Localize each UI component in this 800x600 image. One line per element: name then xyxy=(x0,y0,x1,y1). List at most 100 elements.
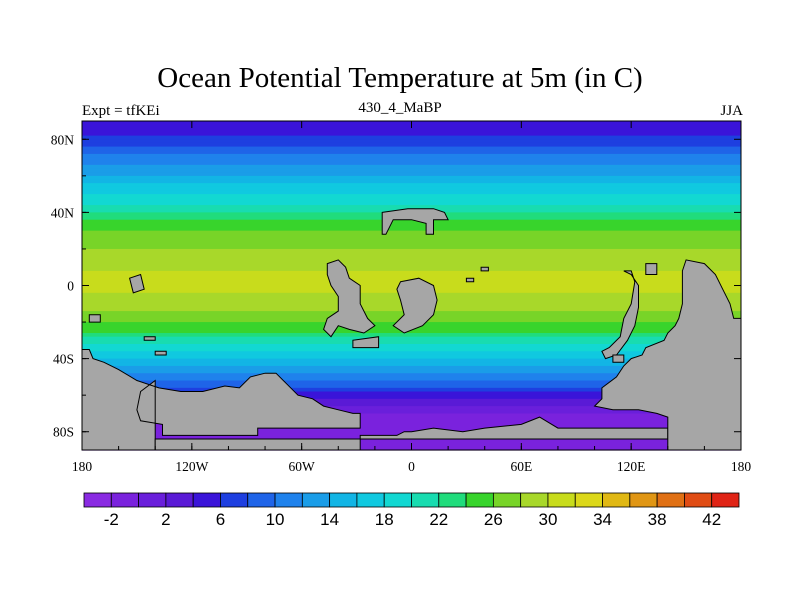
ocean-band xyxy=(82,223,741,228)
y-tick-label: 40S xyxy=(53,352,74,367)
y-tick-label: 0 xyxy=(67,279,74,294)
ocean-band xyxy=(82,234,741,239)
colorbar-swatch xyxy=(274,492,303,508)
colorbar-label: 14 xyxy=(320,510,339,529)
ocean-band xyxy=(82,391,741,396)
ocean-band xyxy=(82,409,741,415)
x-tick-label: 120E xyxy=(617,459,646,474)
colorbar-label: 30 xyxy=(538,510,557,529)
colorbar-swatch xyxy=(602,492,631,508)
ocean-band xyxy=(82,263,741,268)
ocean-band xyxy=(82,343,741,349)
land-island-east-c xyxy=(601,270,639,360)
colorbar-swatch xyxy=(110,492,139,508)
colorbar-swatch xyxy=(138,492,167,508)
ocean-band xyxy=(82,190,741,195)
x-tick-label: 120W xyxy=(175,459,208,474)
land-island-west-b xyxy=(88,314,101,323)
land-island-west-c xyxy=(143,336,156,341)
colorbar-swatch xyxy=(465,492,494,508)
ocean-band xyxy=(82,373,741,378)
ocean-band xyxy=(82,128,741,133)
ocean-band xyxy=(82,131,741,137)
colorbar-label: 34 xyxy=(593,510,612,529)
colorbar-label: 22 xyxy=(429,510,448,529)
ocean-band xyxy=(82,439,741,444)
land-island-east-e xyxy=(612,354,625,363)
land-island-west xyxy=(129,273,145,294)
colorbar-swatch xyxy=(492,492,522,508)
ocean-band xyxy=(82,135,741,140)
ocean-band xyxy=(82,347,741,352)
colorbar-swatch xyxy=(165,492,194,508)
ocean-band xyxy=(82,336,741,341)
ocean-band xyxy=(82,267,741,272)
land-masses xyxy=(81,208,742,451)
colorbar-swatch xyxy=(411,492,440,508)
ocean-band xyxy=(82,351,741,356)
ocean-band xyxy=(82,340,741,345)
ocean-band xyxy=(82,219,741,224)
ocean-band xyxy=(82,402,741,407)
ocean-band xyxy=(82,205,741,210)
ocean-band xyxy=(82,194,741,199)
ocean-band xyxy=(82,256,741,261)
x-tick-label: 60W xyxy=(289,459,316,474)
colorbar: -2 2 6 10 14 18 22 26 30 34 38 42 xyxy=(83,492,740,529)
land-australia-asia xyxy=(593,259,742,451)
ocean-band xyxy=(82,227,741,232)
land-island-west-d xyxy=(154,350,167,356)
ocean-band xyxy=(82,406,741,411)
x-tick-label: 0 xyxy=(408,459,415,474)
ocean-band xyxy=(82,362,741,367)
ocean-band xyxy=(82,142,741,148)
ocean-band xyxy=(82,380,741,385)
land-antarctica-west xyxy=(81,349,361,451)
colorbar-swatch xyxy=(438,492,467,508)
ocean-band xyxy=(82,358,741,363)
colorbar-swatch xyxy=(247,492,276,508)
ocean-band xyxy=(82,164,741,170)
axes: 180 120W 60W 0 60E 120E 180 80N 40N 0 40S 80S xyxy=(51,121,751,474)
ocean-band xyxy=(82,398,741,404)
colorbar-swatch xyxy=(220,492,249,508)
ocean-band xyxy=(82,146,741,151)
colorbar-swatch xyxy=(383,492,412,508)
land-island-central xyxy=(352,336,380,349)
colorbar-label: 26 xyxy=(484,510,503,529)
ocean-band xyxy=(82,329,741,334)
colorbar-label: 6 xyxy=(216,510,225,529)
ocean-band xyxy=(82,376,741,382)
x-tick-label: 180 xyxy=(72,459,93,474)
chart-title: Ocean Potential Temperature at 5m (in C) xyxy=(157,62,643,94)
ocean-band xyxy=(82,424,741,429)
season-label: JJA xyxy=(720,103,743,119)
ocean-band xyxy=(82,241,741,246)
ocean-band xyxy=(82,248,741,254)
colorbar-swatch xyxy=(329,492,358,508)
colorbar-swatch xyxy=(547,492,576,508)
colorbar-label: -2 xyxy=(104,510,119,529)
y-tick-label: 40N xyxy=(51,205,75,220)
ocean-band xyxy=(82,395,741,400)
colorbar-swatch xyxy=(520,492,549,508)
colorbar-swatch xyxy=(684,492,713,508)
ocean-band xyxy=(82,384,741,389)
ocean-band xyxy=(82,387,741,393)
colorbar-swatch xyxy=(356,492,385,508)
ocean-band xyxy=(82,179,741,184)
time-label: 430_4_MaBP xyxy=(358,100,442,116)
ocean-band xyxy=(82,157,741,162)
ocean-band xyxy=(82,237,741,243)
colorbar-swatch xyxy=(83,492,112,508)
ocean-band xyxy=(82,150,741,155)
x-tick-label: 60E xyxy=(510,459,532,474)
ocean-band xyxy=(82,172,741,177)
colorbar-swatch xyxy=(711,492,740,508)
colorbar-label: 42 xyxy=(702,510,721,529)
ocean-band xyxy=(82,259,741,265)
colorbar-label: 2 xyxy=(161,510,170,529)
ocean-band xyxy=(82,168,741,173)
ocean-band xyxy=(82,153,741,159)
